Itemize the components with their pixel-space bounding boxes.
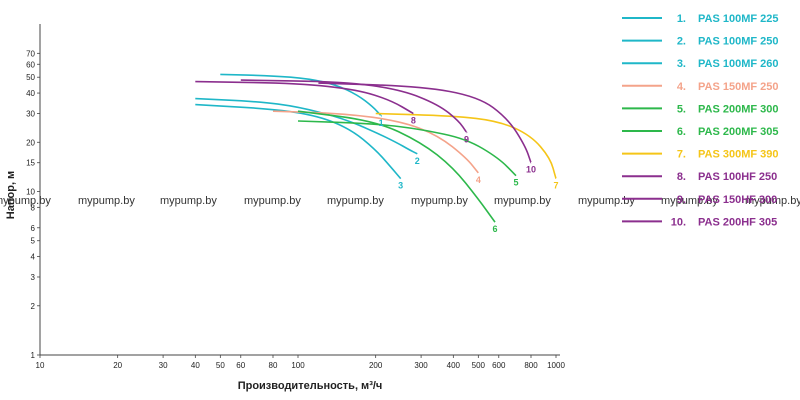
legend-item-8: 8. PAS 100HF 250 [622, 171, 777, 183]
y-tick-label: 40 [26, 89, 35, 98]
y-tick-label: 6 [31, 224, 36, 233]
watermark-text: mypump.by [745, 195, 800, 207]
legend-number: 4. [677, 81, 686, 93]
curve-label-9: 9 [464, 134, 469, 144]
x-tick-label: 200 [369, 361, 383, 370]
legend-label: PAS 300MF 390 [698, 149, 779, 161]
legend-item-10: 10. PAS 200HF 305 [622, 216, 777, 228]
curve-9 [240, 79, 468, 134]
watermark-text: mypump.by [494, 195, 551, 207]
y-tick-label: 60 [26, 60, 35, 69]
watermark-text: mypump.by [327, 195, 384, 207]
y-tick-label: 50 [26, 73, 35, 82]
legend-label: PAS 150HF 300 [698, 194, 777, 206]
x-tick-label: 50 [216, 361, 225, 370]
curve-label-6: 6 [492, 224, 497, 234]
legend-item-4: 4. PAS 150MF 250 [622, 81, 779, 93]
curve-6 [297, 110, 496, 223]
x-tick-label: 500 [472, 361, 486, 370]
curve-8 [195, 80, 414, 115]
curve-2 [195, 97, 418, 155]
y-tick-label: 15 [26, 159, 35, 168]
x-tick-label: 60 [236, 361, 245, 370]
legend-item-9: 9. PAS 150HF 300 [622, 194, 777, 206]
legend: 1. PAS 100MF 225 2. PAS 100MF 250 3. PAS 100M… [622, 13, 779, 228]
curve-label-8: 8 [411, 115, 416, 125]
legend-number: 7. [677, 149, 686, 161]
legend-item-7: 7. PAS 300MF 390 [622, 149, 779, 161]
curve-label-4: 4 [476, 175, 481, 185]
legend-number: 9. [677, 194, 686, 206]
curve-5 [297, 120, 517, 177]
x-tick-label: 20 [113, 361, 122, 370]
legend-number: 8. [677, 171, 686, 183]
curve-7 [375, 112, 557, 180]
legend-number: 5. [677, 103, 686, 115]
watermark-text: mypump.by [411, 195, 468, 207]
watermark-text: mypump.by [0, 195, 51, 207]
legend-label: PAS 200MF 305 [698, 126, 779, 138]
watermark-text: mypump.by [160, 195, 217, 207]
y-tick-label: 4 [31, 253, 36, 262]
y-tick-label: 10 [26, 188, 35, 197]
legend-number: 6. [677, 126, 686, 138]
curve-label-10: 10 [526, 165, 536, 175]
x-tick-label: 30 [159, 361, 168, 370]
legend-item-5: 5. PAS 200MF 300 [622, 103, 779, 115]
legend-number: 2. [677, 36, 686, 48]
legend-label: PAS 100MF 250 [698, 36, 779, 48]
x-tick-label: 100 [291, 361, 305, 370]
axes: 10 20 30 40 50 60 80 100 200 300 400 500 600 800 1000 1… [26, 24, 565, 370]
y-axis-title: Напор, м [5, 171, 17, 219]
curve-label-2: 2 [415, 156, 420, 166]
x-tick-label: 10 [36, 361, 45, 370]
curve-label-7: 7 [553, 181, 558, 191]
y-tick-label: 2 [31, 302, 36, 311]
x-tick-label: 80 [269, 361, 278, 370]
x-tick-label: 600 [492, 361, 506, 370]
x-tick-label: 300 [414, 361, 428, 370]
x-tick-label: 40 [191, 361, 200, 370]
legend-label: PAS 150MF 250 [698, 81, 779, 93]
x-tick-label: 1000 [547, 361, 565, 370]
legend-item-1: 1. PAS 100MF 225 [622, 13, 779, 25]
y-tick-label: 20 [26, 138, 35, 147]
legend-number: 10. [671, 216, 686, 228]
x-tick-label: 400 [447, 361, 461, 370]
watermark-text: mypump.by [244, 195, 301, 207]
y-tick-label: 5 [31, 237, 36, 246]
legend-label: PAS 200MF 300 [698, 103, 779, 115]
curve-labels: 1 2 3 4 5 6 7 8 9 10 [379, 115, 559, 234]
legend-item-2: 2. PAS 100MF 250 [622, 36, 779, 48]
legend-label: PAS 200HF 305 [698, 216, 777, 228]
watermark-text: mypump.by [661, 195, 718, 207]
y-tick-label: 1 [31, 351, 36, 360]
legend-item-3: 3. PAS 100MF 260 [622, 58, 779, 70]
legend-number: 3. [677, 58, 686, 70]
legend-label: PAS 100MF 260 [698, 58, 779, 70]
curve-label-1: 1 [379, 118, 384, 128]
curve-1 [220, 73, 382, 117]
watermark-row: mypump.by mypump.by mypump.by mypump.by mypu… [0, 195, 800, 207]
legend-label: PAS 100MF 225 [698, 13, 779, 25]
watermark-text: mypump.by [578, 195, 635, 207]
curve-10 [318, 82, 532, 163]
x-axis-title: Производительность, м³/ч [238, 380, 383, 392]
x-tick-label: 800 [524, 361, 538, 370]
y-tick-label: 70 [26, 49, 35, 58]
curve-3 [195, 103, 402, 180]
watermark-text: mypump.by [78, 195, 135, 207]
curve-label-5: 5 [514, 178, 519, 188]
legend-item-6: 6. PAS 200MF 305 [622, 126, 779, 138]
y-tick-label: 8 [31, 203, 36, 212]
curve-label-3: 3 [398, 181, 403, 191]
legend-label: PAS 100HF 250 [698, 171, 777, 183]
y-tick-label: 3 [31, 273, 36, 282]
curves [195, 73, 557, 223]
y-tick-label: 30 [26, 109, 35, 118]
legend-number: 1. [677, 13, 686, 25]
